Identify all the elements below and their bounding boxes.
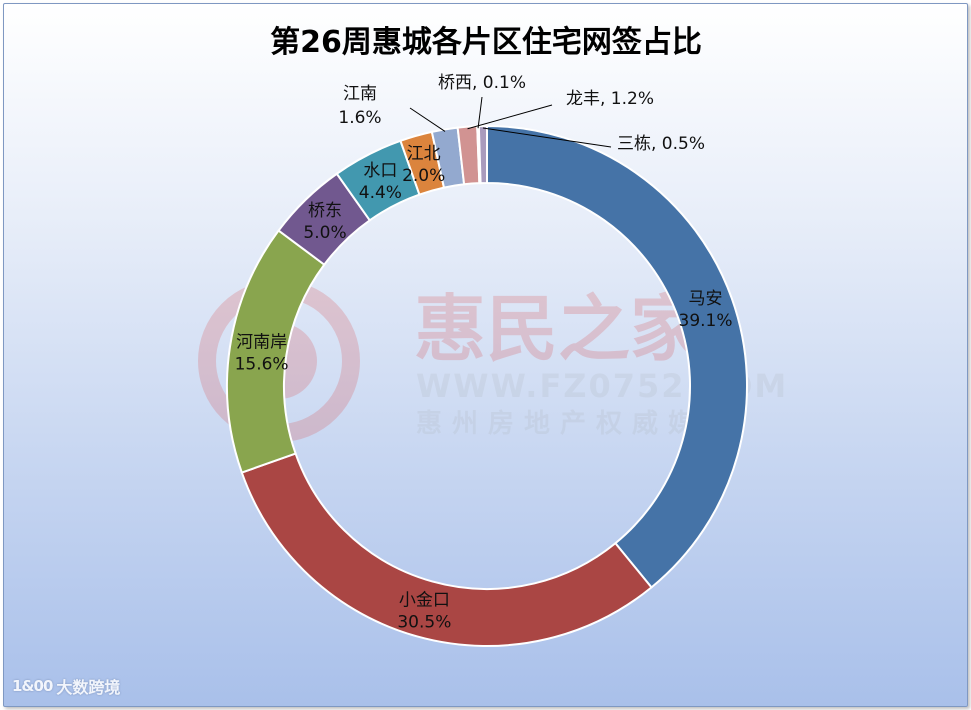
leader-lines	[409, 96, 612, 148]
label-水口: 水口 4.4%	[359, 161, 402, 203]
label-马安: 马安 39.1%	[679, 289, 733, 331]
source-credit: 1&00 大数跨境	[12, 674, 120, 698]
source-logo: 1&00	[12, 677, 53, 695]
slice-小金口	[240, 452, 653, 647]
source-name: 大数跨境	[56, 678, 121, 697]
chart-svg: 惠民之家 WWW.FZ0752.COM 惠州房地产权威媒体 第26周惠城各片区住…	[198, 25, 786, 647]
watermark-title: 惠民之家	[414, 287, 702, 371]
leader-line-江南	[409, 107, 446, 132]
slice-马安	[486, 124, 748, 589]
doughnut-slices	[226, 124, 748, 647]
leader-line-桥西	[477, 96, 483, 129]
label-河南岸: 河南岸 15.6%	[235, 333, 289, 375]
watermark-slogan: 惠州房地产权威媒体	[416, 408, 740, 439]
label-桥东: 桥东 5.0%	[303, 201, 346, 243]
chart-title: 第26周惠城各片区住宅网签占比	[270, 25, 702, 60]
slice-三栋	[477, 124, 488, 185]
data-labels: 马安 39.1% 小金口 30.5% 河南岸 15.6% 桥东 5.0% 水口 4.4%江北 2.0…	[235, 73, 733, 632]
chart-frame: 惠民之家 WWW.FZ0752.COM 惠州房地产权威媒体 第26周惠城各片区住…	[3, 3, 968, 707]
label-江南: 江南 1.6%	[338, 84, 381, 128]
label-小金口: 小金口 30.5%	[397, 590, 451, 632]
leader-line-三栋	[482, 127, 612, 148]
label-江北: 江北 2.0%	[402, 144, 445, 186]
label-桥西: 桥西, 0.1%	[438, 73, 526, 93]
label-三栋: 三栋, 0.5%	[617, 134, 705, 154]
leader-line-龙丰	[467, 104, 553, 130]
label-龙丰: 龙丰, 1.2%	[566, 89, 654, 109]
